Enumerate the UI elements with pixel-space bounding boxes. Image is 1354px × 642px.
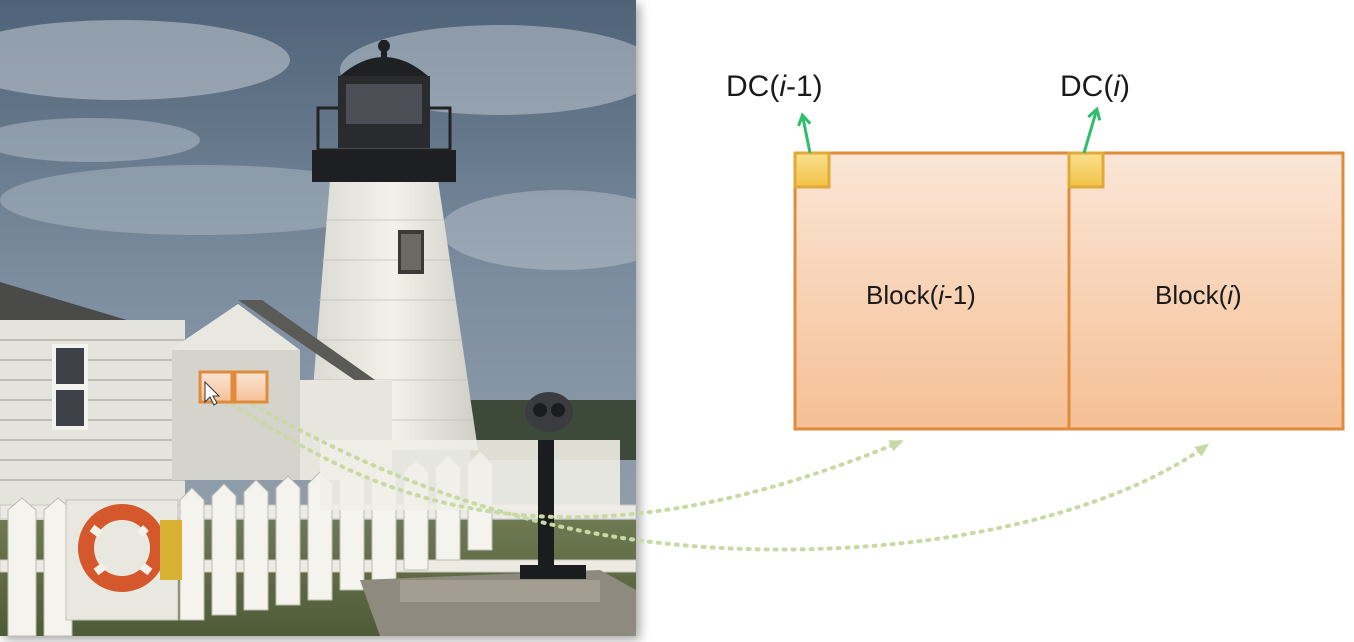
block-curr: [1067, 151, 1345, 431]
dc-arrow-prev: [803, 118, 812, 154]
dc-curr-label: DC(i): [1060, 70, 1130, 103]
lighthouse-photo: [0, 0, 636, 636]
dc-arrow-curr: [1082, 112, 1096, 154]
lighthouse-photo-image: [0, 0, 636, 636]
photo-block-curr: [233, 370, 269, 404]
block-prev: [793, 151, 1071, 431]
block-curr-label: Block(i): [1155, 280, 1242, 310]
cursor-icon: [204, 380, 221, 406]
dc-prev-label: DC(i-1): [726, 70, 823, 103]
connector-curr-block: [250, 402, 1210, 552]
dc-square-prev: [793, 151, 831, 189]
connector-prev-block: [230, 402, 904, 520]
dc-square-curr: [1067, 151, 1105, 189]
block-prev-label: Block(i-1): [866, 280, 976, 310]
